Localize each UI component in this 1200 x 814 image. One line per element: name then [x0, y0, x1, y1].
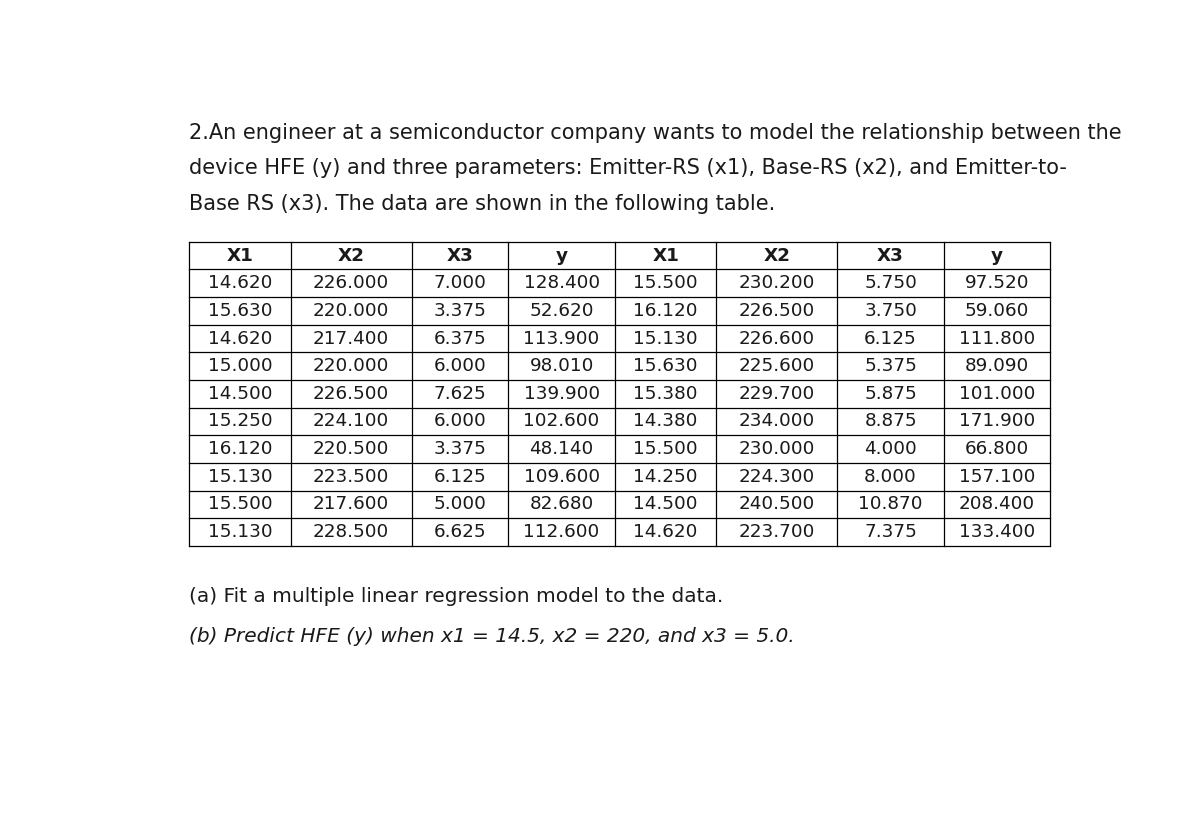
Text: 10.870: 10.870 — [858, 496, 923, 514]
Text: 5.000: 5.000 — [433, 496, 486, 514]
Text: 234.000: 234.000 — [739, 413, 815, 431]
Text: 14.620: 14.620 — [208, 330, 272, 348]
Text: 7.375: 7.375 — [864, 523, 917, 541]
Text: 15.380: 15.380 — [634, 385, 698, 403]
Text: X2: X2 — [763, 247, 791, 265]
Text: 225.600: 225.600 — [739, 357, 815, 375]
Text: 217.600: 217.600 — [313, 496, 389, 514]
Text: 15.130: 15.130 — [634, 330, 698, 348]
Text: 15.250: 15.250 — [208, 413, 272, 431]
Text: 226.500: 226.500 — [313, 385, 389, 403]
Text: 8.000: 8.000 — [864, 468, 917, 486]
Text: 14.500: 14.500 — [634, 496, 698, 514]
Text: 14.380: 14.380 — [634, 413, 697, 431]
Text: 97.520: 97.520 — [965, 274, 1030, 292]
Text: 226.500: 226.500 — [739, 302, 815, 320]
Text: 89.090: 89.090 — [965, 357, 1030, 375]
Text: y: y — [556, 247, 568, 265]
Text: 223.500: 223.500 — [313, 468, 389, 486]
Text: 101.000: 101.000 — [959, 385, 1036, 403]
Text: 5.875: 5.875 — [864, 385, 917, 403]
Text: 98.010: 98.010 — [529, 357, 594, 375]
Text: 220.000: 220.000 — [313, 357, 389, 375]
Text: 6.625: 6.625 — [433, 523, 486, 541]
Text: X1: X1 — [227, 247, 253, 265]
Text: 228.500: 228.500 — [313, 523, 389, 541]
Text: 5.750: 5.750 — [864, 274, 917, 292]
Text: 226.600: 226.600 — [739, 330, 815, 348]
Text: 133.400: 133.400 — [959, 523, 1036, 541]
Text: 14.500: 14.500 — [208, 385, 272, 403]
Text: 111.800: 111.800 — [959, 330, 1036, 348]
Text: 15.630: 15.630 — [208, 302, 272, 320]
Text: 3.750: 3.750 — [864, 302, 917, 320]
Text: 48.140: 48.140 — [529, 440, 594, 458]
Text: 16.120: 16.120 — [634, 302, 698, 320]
Text: 8.875: 8.875 — [864, 413, 917, 431]
Text: Base RS (x3). The data are shown in the following table.: Base RS (x3). The data are shown in the … — [190, 195, 775, 214]
Text: 15.500: 15.500 — [208, 496, 272, 514]
Text: 6.000: 6.000 — [433, 357, 486, 375]
Text: 7.000: 7.000 — [433, 274, 486, 292]
Text: 15.500: 15.500 — [634, 440, 698, 458]
Text: 157.100: 157.100 — [959, 468, 1036, 486]
Text: device HFE (y) and three parameters: Emitter-RS (x1), Base-RS (x2), and Emitter-: device HFE (y) and three parameters: Emi… — [190, 159, 1067, 178]
Text: 14.250: 14.250 — [634, 468, 698, 486]
Text: 226.000: 226.000 — [313, 274, 389, 292]
Text: 15.630: 15.630 — [634, 357, 698, 375]
Text: 128.400: 128.400 — [523, 274, 600, 292]
Text: 139.900: 139.900 — [523, 385, 600, 403]
Text: 15.000: 15.000 — [208, 357, 272, 375]
Text: 5.375: 5.375 — [864, 357, 917, 375]
Text: 14.620: 14.620 — [634, 523, 697, 541]
Text: y: y — [991, 247, 1003, 265]
Text: 220.500: 220.500 — [313, 440, 389, 458]
Text: 230.200: 230.200 — [739, 274, 815, 292]
Text: 102.600: 102.600 — [523, 413, 600, 431]
Text: 113.900: 113.900 — [523, 330, 600, 348]
Text: (b) Predict HFE (y) when x1 = 14.5, x2 = 220, and x3 = 5.0.: (b) Predict HFE (y) when x1 = 14.5, x2 =… — [190, 628, 794, 646]
Text: 171.900: 171.900 — [959, 413, 1036, 431]
Text: (a) Fit a multiple linear regression model to the data.: (a) Fit a multiple linear regression mod… — [190, 587, 724, 606]
Text: 6.125: 6.125 — [433, 468, 486, 486]
Text: 217.400: 217.400 — [313, 330, 389, 348]
Text: 15.130: 15.130 — [208, 523, 272, 541]
Text: 208.400: 208.400 — [959, 496, 1036, 514]
Text: 240.500: 240.500 — [739, 496, 815, 514]
Text: 15.500: 15.500 — [634, 274, 698, 292]
Text: 224.300: 224.300 — [739, 468, 815, 486]
Text: X1: X1 — [652, 247, 679, 265]
Text: 112.600: 112.600 — [523, 523, 600, 541]
Text: X3: X3 — [446, 247, 474, 265]
Text: 109.600: 109.600 — [523, 468, 600, 486]
Text: 7.625: 7.625 — [433, 385, 486, 403]
Text: 224.100: 224.100 — [313, 413, 389, 431]
Text: 6.375: 6.375 — [433, 330, 486, 348]
Text: 3.375: 3.375 — [433, 440, 486, 458]
Text: 6.000: 6.000 — [433, 413, 486, 431]
Text: 2.An engineer at a semiconductor company wants to model the relationship between: 2.An engineer at a semiconductor company… — [190, 123, 1122, 142]
Text: 15.130: 15.130 — [208, 468, 272, 486]
Text: 223.700: 223.700 — [739, 523, 815, 541]
Text: X3: X3 — [877, 247, 904, 265]
Text: 6.125: 6.125 — [864, 330, 917, 348]
Text: 229.700: 229.700 — [739, 385, 815, 403]
Text: 16.120: 16.120 — [208, 440, 272, 458]
Text: 14.620: 14.620 — [208, 274, 272, 292]
Text: 66.800: 66.800 — [965, 440, 1030, 458]
Text: 59.060: 59.060 — [965, 302, 1030, 320]
Text: 52.620: 52.620 — [529, 302, 594, 320]
Text: 220.000: 220.000 — [313, 302, 389, 320]
Text: 82.680: 82.680 — [529, 496, 594, 514]
Text: 4.000: 4.000 — [864, 440, 917, 458]
Text: 230.000: 230.000 — [739, 440, 815, 458]
Text: X2: X2 — [337, 247, 365, 265]
Text: 3.375: 3.375 — [433, 302, 486, 320]
